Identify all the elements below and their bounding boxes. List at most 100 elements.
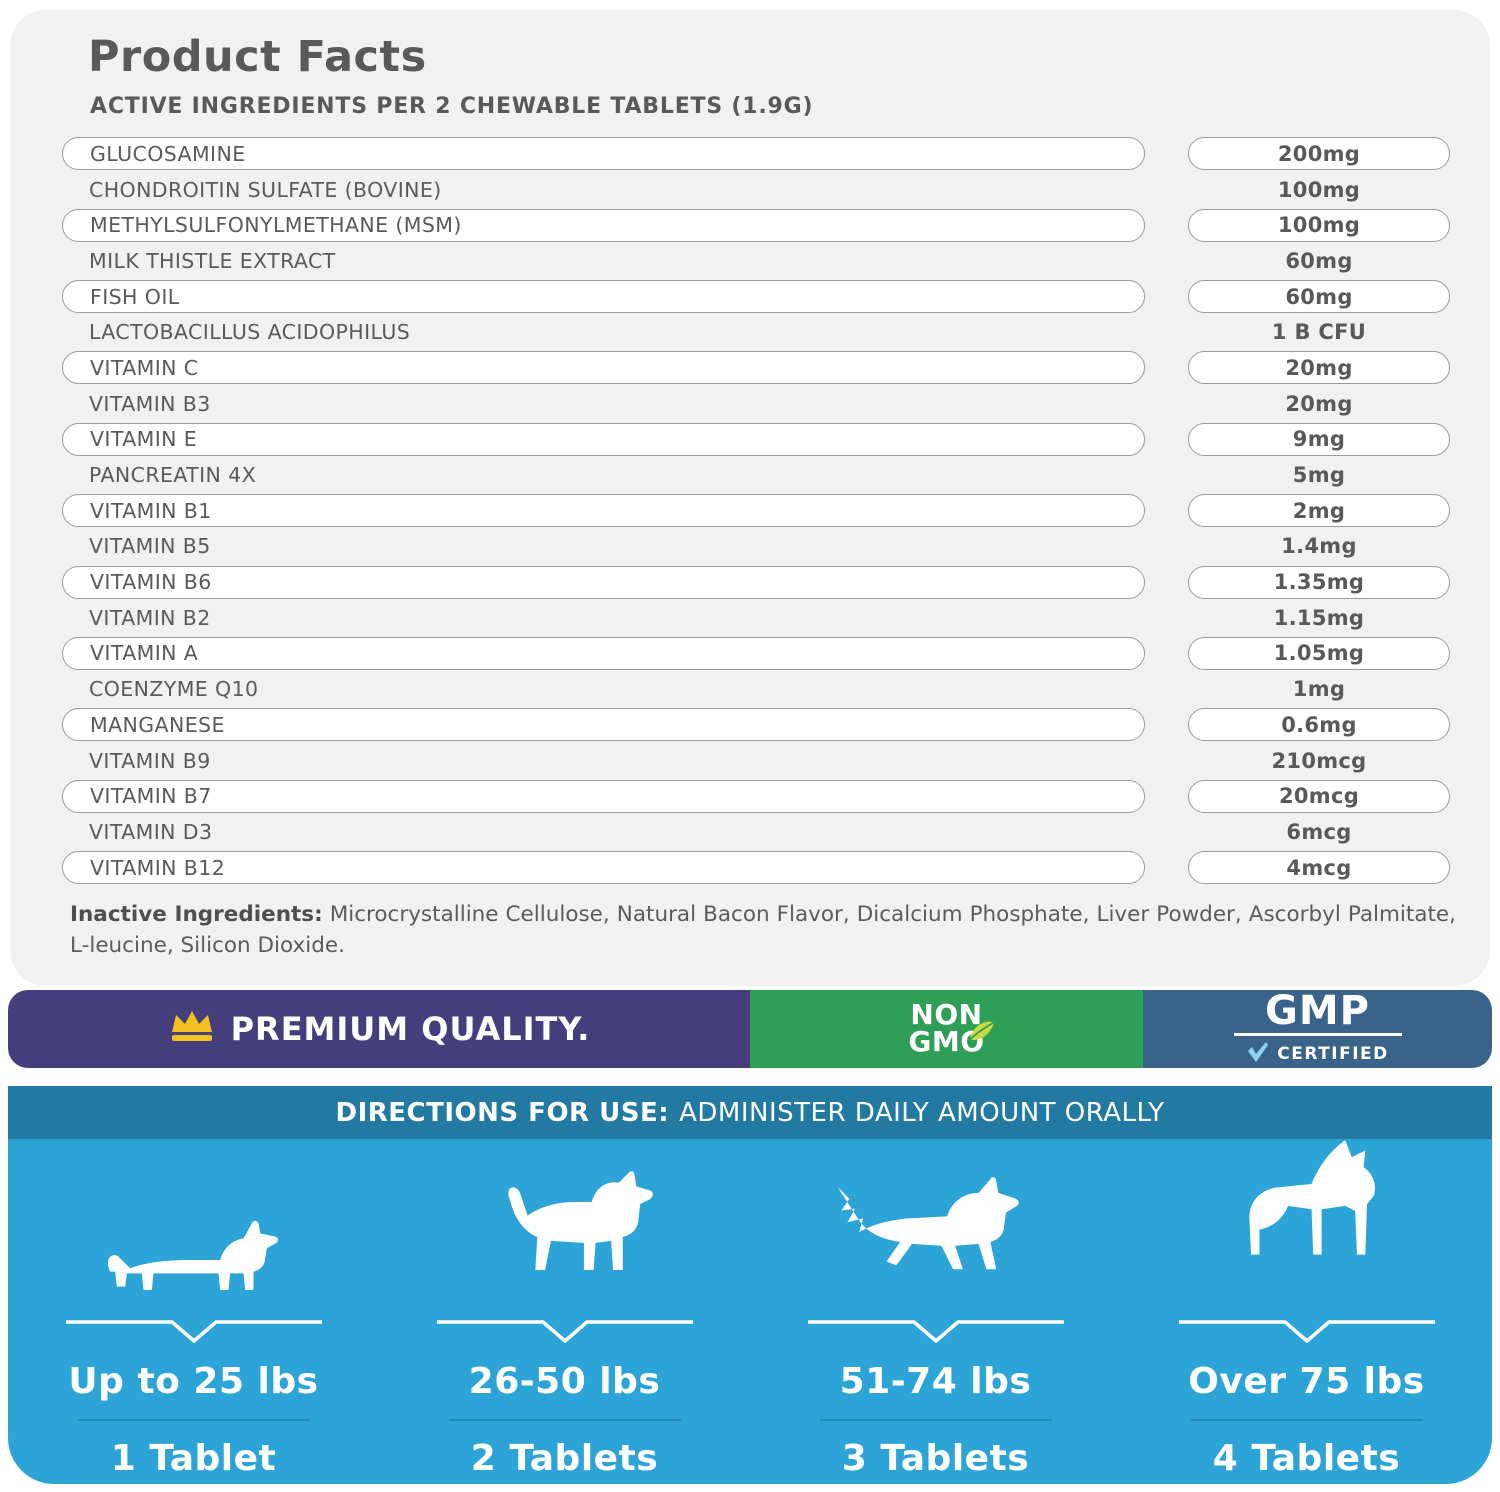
table-row: VITAMIN A 1.05mg: [10, 636, 1490, 672]
ingredient-amount: 1.35mg: [1188, 565, 1450, 599]
table-row: VITAMIN B2 1.15mg: [10, 600, 1490, 636]
ingredient-amount: 60mg: [1188, 280, 1450, 314]
tablets-label: 1 Tablet: [110, 1438, 277, 1479]
product-facts-card: Product Facts ACTIVE INGREDIENTS PER 2 C…: [10, 10, 1490, 986]
gmp-divider: [1233, 1032, 1402, 1036]
ingredient-amount: 0.6mg: [1188, 708, 1450, 742]
boxer-icon: [1214, 1140, 1399, 1305]
ingredient-name: GLUCOSAMINE: [62, 137, 1145, 171]
dosage-section: Up to 25 lbs 1 Tablet 26-50 lbs 2 Tablet…: [8, 1139, 1492, 1484]
dosage-col-xlarge: Over 75 lbs 4 Tablets: [1121, 1139, 1492, 1484]
premium-quality-badge: PREMIUM QUALITY.: [8, 990, 750, 1068]
tablets-label: 3 Tablets: [841, 1438, 1030, 1479]
dachshund-icon: [86, 1165, 301, 1305]
non-gmo-line2: GMO: [908, 1025, 985, 1058]
table-row: PANCREATIN 4X 5mg: [10, 457, 1490, 493]
table-row: MILK THISTLE EXTRACT 60mg: [10, 243, 1490, 279]
pointer-line: [64, 1319, 324, 1349]
ingredient-amount: 2mg: [1188, 494, 1450, 528]
beagle-icon: [467, 1165, 662, 1305]
table-row: VITAMIN B12 4mcg: [10, 850, 1490, 886]
table-row: VITAMIN B6 1.35mg: [10, 564, 1490, 600]
dosage-col-medium: 26-50 lbs 2 Tablets: [379, 1139, 750, 1484]
table-row: VITAMIN E 9mg: [10, 422, 1490, 458]
table-row: FISH OIL 60mg: [10, 279, 1490, 315]
inactive-ingredients: Inactive Ingredients: Microcrystalline C…: [70, 900, 1456, 961]
directions-label-bold: DIRECTIONS FOR USE:: [335, 1097, 670, 1128]
weight-label: 26-50 lbs: [468, 1361, 661, 1402]
directions-label-rest: ADMINISTER DAILY AMOUNT ORALLY: [679, 1097, 1165, 1128]
dose-divider: [448, 1419, 681, 1421]
ingredient-name: FISH OIL: [62, 280, 1145, 314]
ingredient-amount: 1mg: [1292, 677, 1346, 702]
table-row: VITAMIN B5 1.4mg: [10, 529, 1490, 565]
gmp-title: GMP: [1265, 990, 1370, 1034]
ingredient-name: VITAMIN B3: [89, 391, 211, 416]
inactive-text: Microcrystalline Cellulose, Natural Baco…: [70, 902, 1456, 958]
table-row: METHYLSULFONYLMETHANE (MSM) 100mg: [10, 207, 1490, 243]
ingredient-name: VITAMIN B1: [62, 494, 1145, 528]
ingredient-name: VITAMIN B9: [89, 748, 211, 773]
dosage-col-large: 51-74 lbs 3 Tablets: [750, 1139, 1121, 1484]
table-row: VITAMIN C 20mg: [10, 350, 1490, 386]
ingredient-name: VITAMIN C: [62, 351, 1145, 385]
ingredient-name: VITAMIN B2: [89, 605, 211, 630]
table-row: CHONDROITIN SULFATE (BOVINE) 100mg: [10, 172, 1490, 208]
ingredients-table: GLUCOSAMINE 200mg CHONDROITIN SULFATE (B…: [10, 136, 1490, 885]
ingredient-amount: 1.15mg: [1273, 605, 1365, 630]
ingredient-amount: 100mg: [1188, 208, 1450, 242]
table-row: VITAMIN B7 20mcg: [10, 778, 1490, 814]
leaf-icon: [967, 1020, 997, 1049]
directions-bar: DIRECTIONS FOR USE: ADMINISTER DAILY AMO…: [8, 1086, 1492, 1139]
table-row: VITAMIN B9 210mcg: [10, 743, 1490, 779]
table-row: MANGANESE 0.6mg: [10, 707, 1490, 743]
check-icon: [1246, 1041, 1270, 1067]
weight-label: Up to 25 lbs: [68, 1361, 319, 1402]
ingredient-amount: 1 B CFU: [1271, 320, 1367, 345]
dose-divider: [819, 1419, 1052, 1421]
ingredient-name: VITAMIN B5: [89, 534, 211, 559]
ingredient-amount: 20mg: [1188, 351, 1450, 385]
ingredient-name: MANGANESE: [62, 708, 1145, 742]
crown-icon: [168, 1009, 216, 1049]
ingredient-amount: 1.05mg: [1188, 636, 1450, 670]
badges-strip: PREMIUM QUALITY. NON GMO GMP: [8, 990, 1492, 1068]
non-gmo-badge: NON GMO: [750, 990, 1143, 1068]
ingredient-amount: 60mg: [1285, 248, 1353, 273]
ingredient-amount: 9mg: [1188, 422, 1450, 456]
dosage-col-small: Up to 25 lbs 1 Tablet: [8, 1139, 379, 1484]
ingredient-name: VITAMIN B12: [62, 851, 1145, 885]
premium-quality-label: PREMIUM QUALITY.: [230, 1010, 591, 1048]
dose-divider: [77, 1419, 310, 1421]
ingredient-amount: 100mg: [1277, 177, 1361, 202]
ingredient-amount: 200mg: [1188, 137, 1450, 171]
ingredient-name: METHYLSULFONYLMETHANE (MSM): [62, 208, 1145, 242]
gmp-certified-label: CERTIFIED: [1277, 1043, 1389, 1064]
ingredient-name: PANCREATIN 4X: [89, 463, 257, 488]
ingredient-name: CHONDROITIN SULFATE (BOVINE): [89, 177, 442, 202]
table-row: COENZYME Q10 1mg: [10, 671, 1490, 707]
retriever-icon: [818, 1165, 1053, 1305]
ingredient-name: VITAMIN B7: [62, 779, 1145, 813]
non-gmo-logo: NON GMO: [908, 998, 995, 1058]
table-row: VITAMIN B1 2mg: [10, 493, 1490, 529]
ingredient-amount: 20mcg: [1188, 779, 1450, 813]
inactive-label: Inactive Ingredients:: [70, 902, 323, 927]
ingredient-name: VITAMIN D3: [89, 819, 213, 844]
pointer-line: [806, 1319, 1066, 1349]
ingredient-name: VITAMIN A: [62, 636, 1145, 670]
table-row: LACTOBACILLUS ACIDOPHILUS 1 B CFU: [10, 314, 1490, 350]
ingredient-name: COENZYME Q10: [89, 677, 259, 702]
ingredient-amount: 210mcg: [1271, 748, 1367, 773]
ingredient-name: VITAMIN B6: [62, 565, 1145, 599]
ingredient-name: VITAMIN E: [62, 422, 1145, 456]
tablets-label: 2 Tablets: [470, 1438, 659, 1479]
table-row: GLUCOSAMINE 200mg: [10, 136, 1490, 172]
gmp-certified-badge: GMP CERTIFIED: [1143, 990, 1492, 1068]
ingredient-name: MILK THISTLE EXTRACT: [89, 248, 336, 273]
ingredient-amount: 4mcg: [1188, 851, 1450, 885]
ingredient-amount: 1.4mg: [1281, 534, 1357, 559]
page-title: Product Facts: [88, 32, 427, 82]
non-gmo-line1: NON: [910, 998, 983, 1032]
pointer-line: [435, 1319, 695, 1349]
